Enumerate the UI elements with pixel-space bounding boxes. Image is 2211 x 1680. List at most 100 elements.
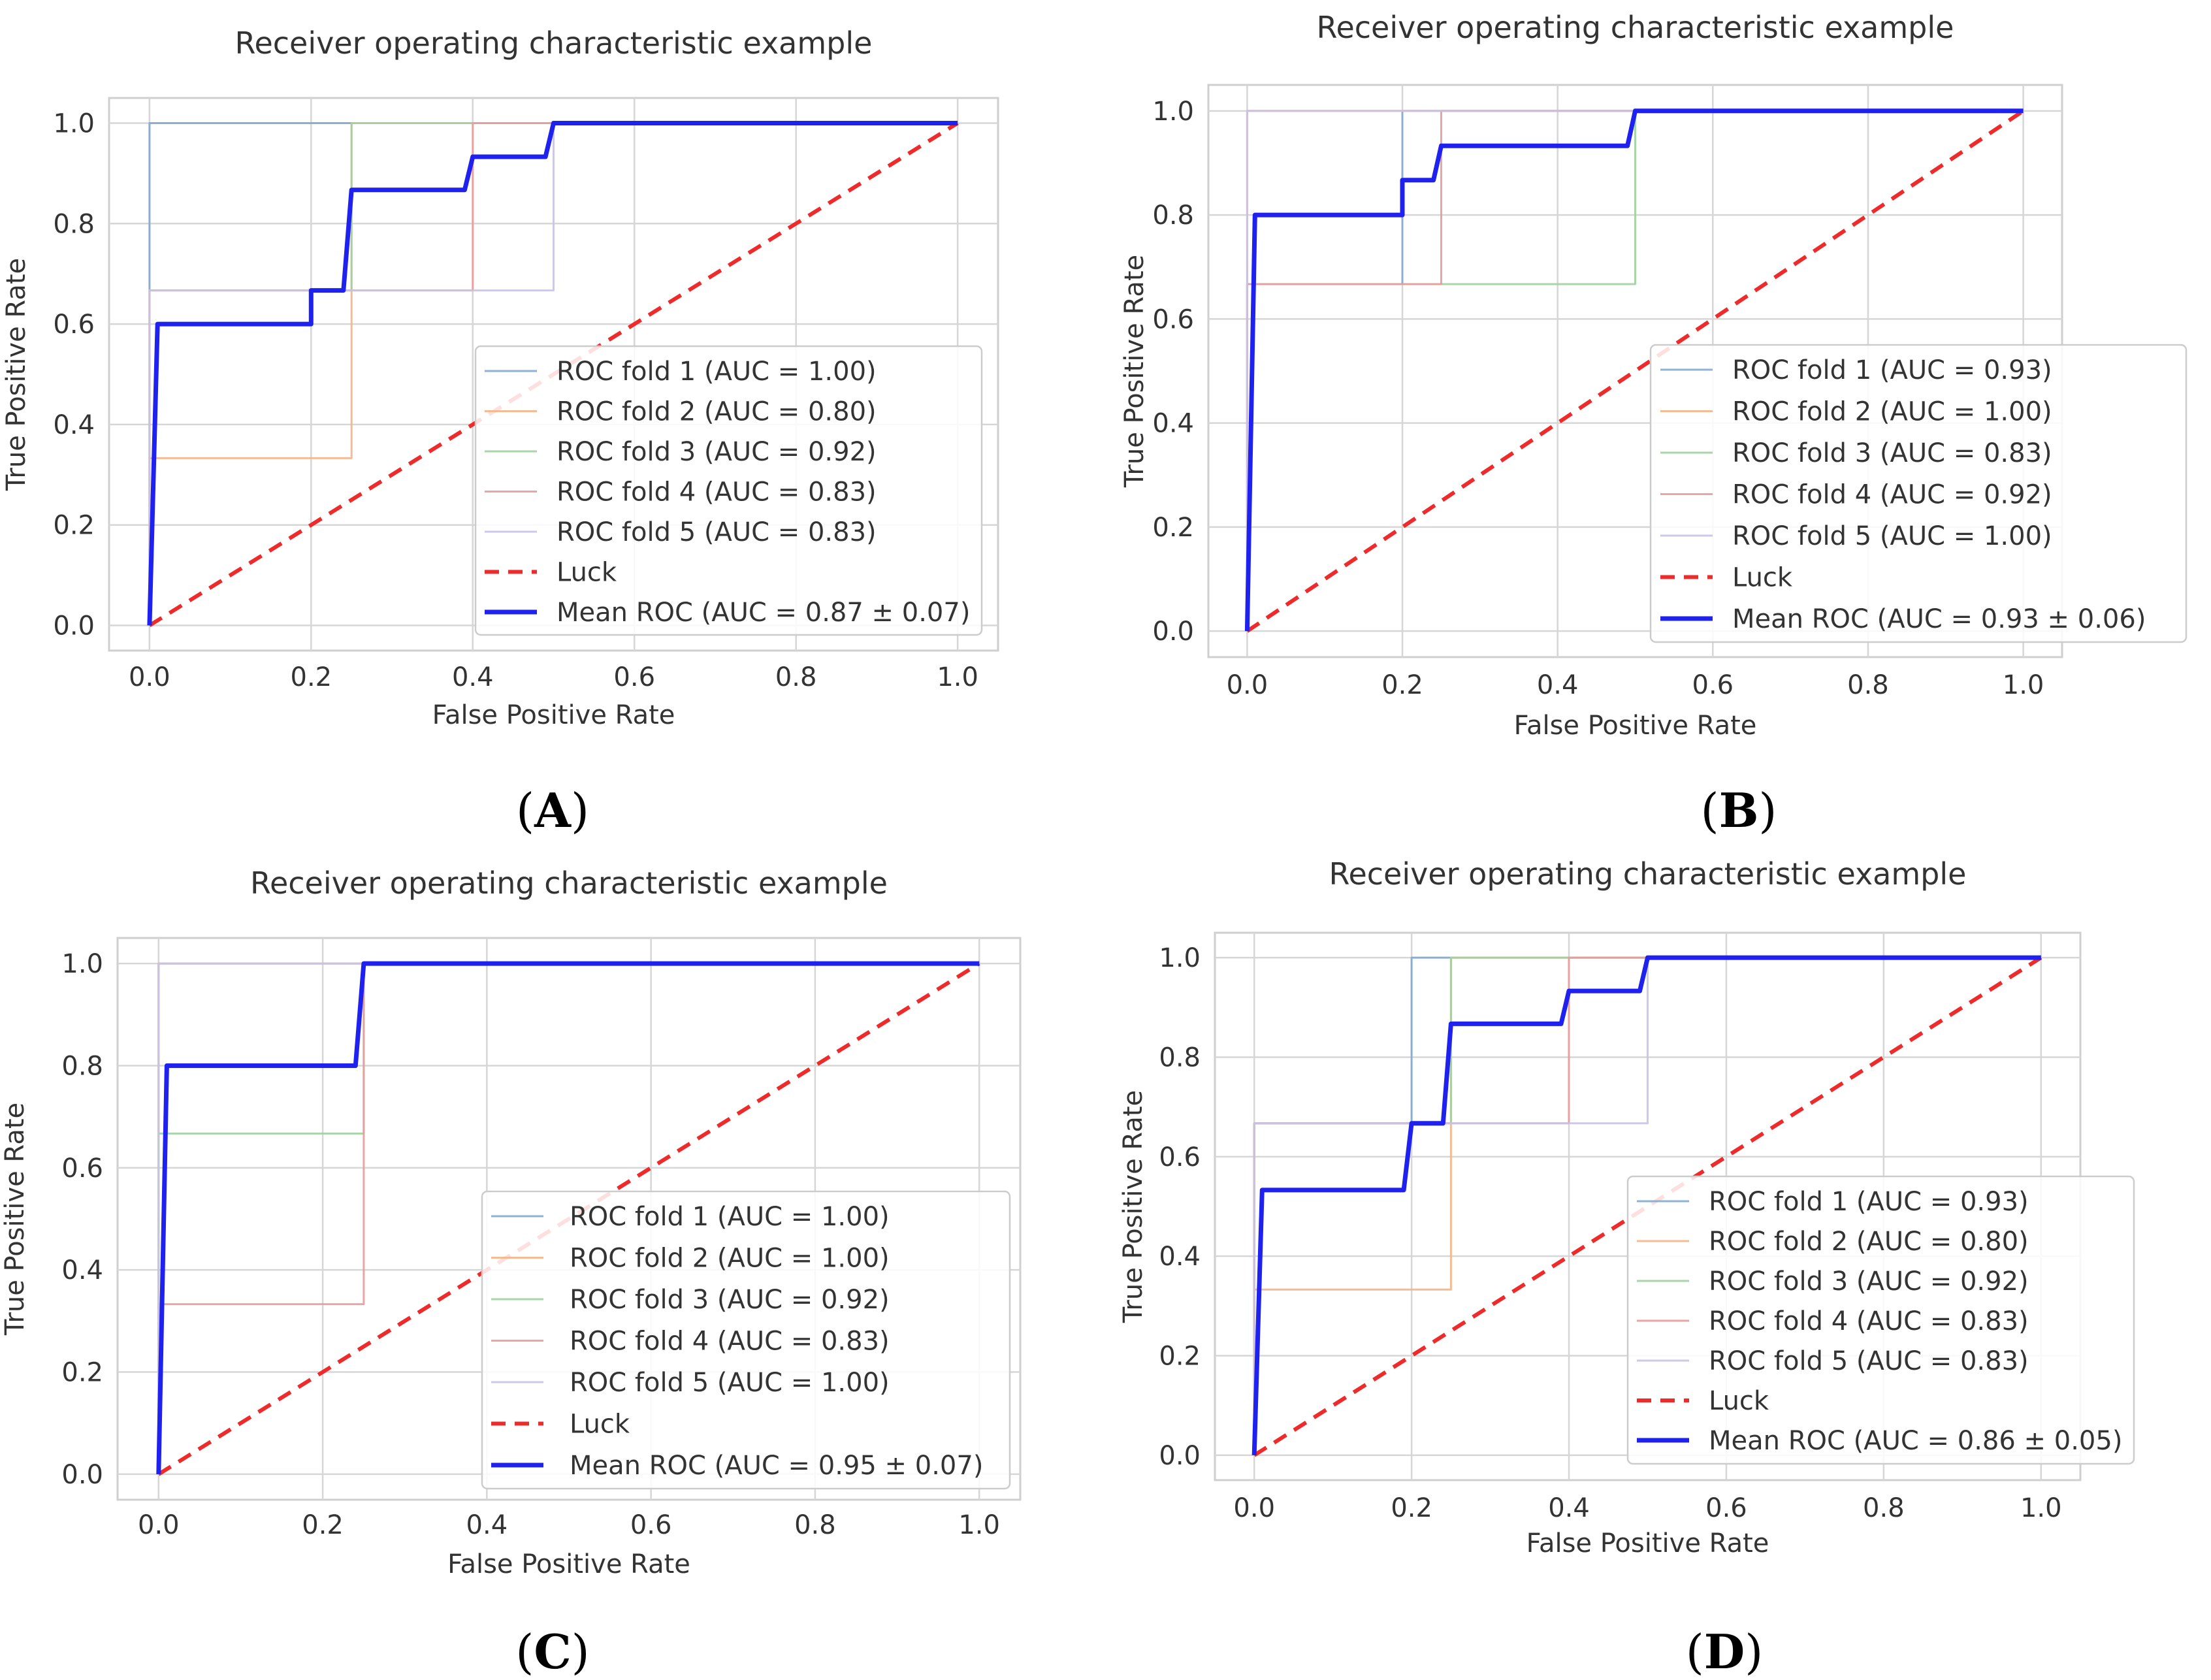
y-tick-label: 0.8	[1152, 201, 1194, 231]
y-tick-label: 1.0	[1159, 943, 1201, 973]
y-tick-label: 0.8	[61, 1051, 103, 1081]
x-tick-label: 0.0	[138, 1510, 180, 1540]
legend-entry: ROC fold 4 (AUC = 0.83)	[1709, 1306, 2029, 1336]
y-tick-label: 0.2	[1152, 513, 1194, 543]
x-tick-label: 0.2	[1391, 1493, 1432, 1523]
legend-entry: Luck	[557, 558, 617, 588]
chart-title: Receiver operating characteristic exampl…	[250, 865, 888, 901]
mean-roc-line	[147, 121, 958, 626]
luck-line	[1253, 956, 2042, 1457]
legend-entry: ROC fold 3 (AUC = 0.92)	[1709, 1267, 2029, 1297]
y-tick-label: 0.6	[1159, 1142, 1201, 1172]
legend-entry: ROC fold 4 (AUC = 0.83)	[557, 477, 877, 508]
legend-entry: ROC fold 1 (AUC = 0.93)	[1709, 1187, 2029, 1217]
legend-entry: Mean ROC (AUC = 0.86 ± 0.05)	[1709, 1426, 2122, 1456]
x-tick-label: 0.8	[1863, 1493, 1905, 1523]
panel-caption-b: (B)	[1700, 783, 1777, 838]
x-tick-label: 0.6	[1692, 670, 1734, 700]
legend-entry: Luck	[1709, 1386, 1769, 1416]
legend-entry: ROC fold 3 (AUC = 0.92)	[557, 437, 877, 467]
legend-entry: Luck	[570, 1410, 630, 1440]
y-tick-label: 0.0	[1159, 1441, 1201, 1471]
legend-entry: ROC fold 3 (AUC = 0.92)	[570, 1285, 890, 1315]
y-tick-label: 0.8	[53, 209, 95, 239]
chart-title: Receiver operating characteristic exampl…	[1329, 856, 1967, 892]
roc-chart-a: 0.0 0.0 0.2 0.2 0.4 0.4 0.6 0.6 0.8 0.8 1.0 1.0 Rece…	[1, 25, 999, 730]
chart-panel-a: 0.0 0.0 0.2 0.2 0.4 0.4 0.6 0.6 0.8 0.8 1.0 1.0 Rece…	[0, 0, 1105, 840]
y-tick-label: 0.2	[61, 1358, 103, 1388]
x-tick-label: 0.6	[630, 1510, 672, 1540]
y-tick-label: 0.2	[1159, 1342, 1201, 1372]
panel-caption-a: (A)	[515, 783, 590, 838]
legend-entry: ROC fold 1 (AUC = 0.93)	[1732, 355, 2052, 385]
legend-box	[481, 1190, 1011, 1490]
chart-panel-c: 0.0 0.0 0.2 0.2 0.4 0.4 0.6 0.6 0.8 0.8 1.0 1.0 Rece…	[0, 840, 1105, 1680]
legend-entry: ROC fold 5 (AUC = 1.00)	[1732, 521, 2052, 551]
y-tick-label: 1.0	[1152, 97, 1194, 127]
legend-entry: ROC fold 5 (AUC = 1.00)	[570, 1368, 890, 1398]
legend-entry: Mean ROC (AUC = 0.87 ± 0.07)	[557, 598, 970, 628]
legend-box	[474, 345, 983, 636]
mean-roc-line	[156, 961, 980, 1474]
y-tick-label: 0.2	[53, 511, 95, 541]
panel-caption-c: (C)	[515, 1624, 590, 1679]
y-tick-label: 1.0	[61, 949, 103, 979]
legend-entry: ROC fold 5 (AUC = 0.83)	[557, 517, 877, 547]
y-axis-label: True Positive Rate	[1120, 255, 1150, 488]
y-tick-label: 0.4	[53, 410, 95, 440]
y-tick-label: 0.4	[1152, 409, 1194, 439]
mean-roc-line	[1251, 955, 2041, 1456]
x-tick-label: 0.0	[129, 662, 170, 692]
x-tick-label: 0.8	[794, 1510, 836, 1540]
x-tick-label: 1.0	[2003, 670, 2044, 700]
x-tick-label: 0.6	[613, 662, 655, 692]
x-tick-label: 0.0	[1227, 670, 1268, 700]
chart-panel-b: 0.0 0.0 0.2 0.2 0.4 0.4 0.6 0.6 0.8 0.8 1.0 1.0 Rece…	[1105, 0, 2211, 840]
x-tick-label: 0.2	[291, 662, 332, 692]
roc-chart-d: 0.0 0.0 0.2 0.2 0.4 0.4 0.6 0.6 0.8 0.8 1.0 1.0 Rece…	[1118, 856, 2135, 1559]
legend-entry: Mean ROC (AUC = 0.95 ± 0.07)	[570, 1451, 983, 1481]
x-tick-label: 0.6	[1705, 1493, 1747, 1523]
y-tick-label: 0.0	[53, 611, 95, 641]
legend-entry: Luck	[1732, 563, 1793, 593]
x-axis-label: False Positive Rate	[447, 1549, 690, 1579]
legend-entry: ROC fold 3 (AUC = 0.83)	[1732, 438, 2052, 468]
legend-entry: Mean ROC (AUC = 0.93 ± 0.06)	[1732, 604, 2146, 634]
roc-chart-b: 0.0 0.0 0.2 0.2 0.4 0.4 0.6 0.6 0.8 0.8 1.0 1.0 Rece…	[1120, 10, 2187, 741]
x-tick-label: 0.4	[1548, 1493, 1590, 1523]
legend-entry: ROC fold 2 (AUC = 1.00)	[570, 1244, 890, 1274]
y-tick-label: 0.6	[1152, 304, 1194, 334]
x-tick-label: 1.0	[958, 1510, 1000, 1540]
legend-entry: ROC fold 2 (AUC = 0.80)	[557, 397, 877, 427]
x-axis-label: False Positive Rate	[1526, 1528, 1769, 1559]
y-tick-label: 1.0	[53, 108, 95, 138]
y-tick-label: 0.8	[1159, 1042, 1201, 1073]
chart-title: Receiver operating characteristic exampl…	[235, 25, 873, 61]
chart-title: Receiver operating characteristic exampl…	[1317, 10, 1954, 45]
x-axis-label: False Positive Rate	[432, 700, 675, 730]
legend-entry: ROC fold 2 (AUC = 1.00)	[1732, 397, 2052, 427]
mean-roc-line	[1244, 108, 2024, 632]
x-tick-label: 0.4	[452, 662, 494, 692]
x-tick-label: 0.2	[302, 1510, 344, 1540]
panel-caption-d: (D)	[1685, 1624, 1764, 1679]
legend-entry: ROC fold 5 (AUC = 0.83)	[1709, 1346, 2029, 1376]
y-tick-label: 0.6	[61, 1154, 103, 1184]
x-tick-label: 1.0	[2020, 1493, 2062, 1523]
legend-entry: ROC fold 4 (AUC = 0.92)	[1732, 480, 2052, 510]
y-axis-label: True Positive Rate	[0, 1103, 30, 1336]
y-tick-label: 0.6	[53, 310, 95, 340]
legend-entry: ROC fold 4 (AUC = 0.83)	[570, 1327, 890, 1357]
y-tick-label: 0.0	[1152, 617, 1194, 647]
y-axis-label: True Positive Rate	[1, 258, 31, 491]
y-tick-label: 0.4	[61, 1255, 103, 1285]
x-tick-label: 0.4	[1537, 670, 1579, 700]
x-tick-label: 0.8	[1847, 670, 1889, 700]
x-tick-label: 0.4	[466, 1510, 508, 1540]
legend-entry: ROC fold 1 (AUC = 1.00)	[557, 357, 877, 387]
legend-entry: ROC fold 2 (AUC = 0.80)	[1709, 1227, 2029, 1257]
y-tick-label: 0.4	[1159, 1242, 1201, 1272]
x-tick-label: 0.8	[775, 662, 817, 692]
y-axis-label: True Positive Rate	[1118, 1090, 1148, 1323]
luck-line	[1246, 109, 2025, 633]
